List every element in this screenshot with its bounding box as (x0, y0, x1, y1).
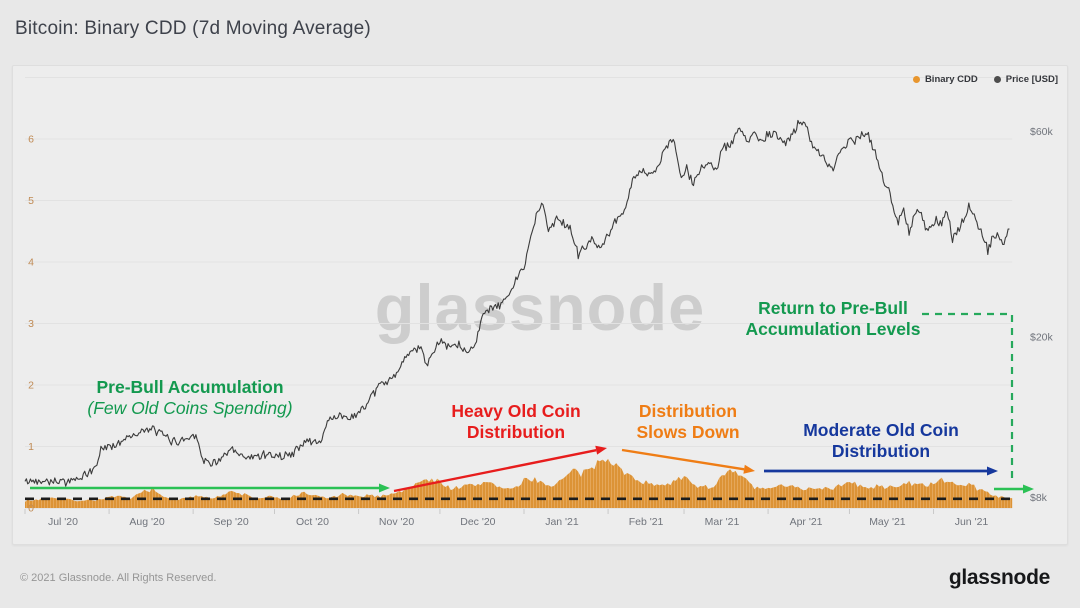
y-right-tick-label: $8k (1030, 492, 1048, 504)
annotation-line: Accumulation Levels (745, 319, 921, 340)
y-right-tick-label: $20k (1030, 331, 1054, 343)
x-axis-month-label: Jul '20 (48, 516, 78, 528)
red-heavy-arrow-head (595, 445, 607, 455)
annotation-line: Moderate Old Coin (803, 420, 959, 440)
orange-slowdown-arrow (621, 448, 745, 471)
chart-legend: Binary CDD Price [USD] (912, 74, 1058, 85)
x-axis-month-label: Sep '20 (213, 516, 248, 528)
binary-cdd-area (25, 458, 1013, 508)
y-left-tick-label: 2 (28, 380, 34, 392)
price-line (24, 119, 1010, 487)
chart-canvas[interactable]: 0 1 2 3 4 5 6 $8k $20k $60k Jul '20 Aug '20 Sep '20 O… (12, 65, 1068, 545)
annotation-line: Pre-Bull Accumulation (96, 377, 284, 397)
annotation-line: (Few Old Coins Spending) (87, 398, 293, 419)
red-heavy-arrow (393, 449, 597, 493)
y-left-tick-label: 0 (28, 503, 34, 515)
y-left-tick-label: 3 (28, 318, 34, 330)
x-axis-month-label: Feb '21 (629, 516, 664, 528)
x-axis-month-label: Jan '21 (545, 516, 579, 528)
legend-item-price-usd-[interactable]: Price [USD] (993, 74, 1058, 85)
legend-label: Binary CDD (924, 74, 978, 85)
annotation-line: Slows Down (636, 422, 740, 443)
blue-moderate-arrow-head (987, 466, 998, 476)
y-left-tick-label: 4 (28, 257, 34, 269)
x-axis-month-label: Aug '20 (129, 516, 164, 528)
y-right-tick-label: $60k (1030, 126, 1054, 138)
annotation-line: Return to Pre-Bull (758, 298, 908, 318)
x-axis-month-label: Apr '21 (790, 516, 823, 528)
x-axis-month-label: Nov '20 (379, 516, 414, 528)
x-axis-month-label: Jun '21 (955, 516, 989, 528)
annotation-pre-bull-accumulation: Pre-Bull Accumulation (Few Old Coins Spen… (87, 377, 292, 420)
x-axis-month-label: Mar '21 (705, 516, 740, 528)
legend-dot (912, 76, 920, 83)
y-left-tick-label: 6 (28, 134, 34, 146)
legend-label: Price [USD] (1005, 74, 1058, 85)
copyright-text: © 2021 Glassnode. All Rights Reserved. (20, 572, 217, 584)
page-title: Bitcoin: Binary CDD (7d Moving Average) (15, 18, 371, 39)
annotation-line: Heavy Old Coin (451, 401, 581, 421)
annotation-line: Distribution (831, 441, 931, 462)
green-accumulation-arrow-head (379, 483, 390, 493)
annotation-heavy-distribution: Heavy Old Coin Distribution (451, 401, 580, 444)
x-axis-month-label: Dec '20 (460, 516, 495, 528)
legend-dot (993, 76, 1001, 83)
y-left-tick-label: 1 (28, 441, 34, 453)
orange-slowdown-arrow-head (743, 464, 755, 474)
annotation-return-pre-bull: Return to Pre-Bull Accumulation Levels (745, 298, 920, 341)
legend-item-binary-cdd[interactable]: Binary CDD (912, 74, 978, 85)
green-return-dashed-elbow (922, 312, 1014, 482)
annotation-moderate-distribution: Moderate Old Coin Distribution (803, 420, 959, 463)
x-axis-month-label: Oct '20 (296, 516, 329, 528)
x-axis-month-label: May '21 (869, 516, 906, 528)
chart-card (12, 65, 1068, 545)
annotation-line: Distribution (638, 401, 738, 421)
green-return-arrow-head (1023, 484, 1034, 494)
glassnode-logo: glassnode (948, 566, 1050, 589)
annotation-line: Distribution (466, 422, 566, 443)
annotation-distribution-slows: Distribution Slows Down (636, 401, 739, 444)
y-left-tick-label: 5 (28, 195, 34, 207)
